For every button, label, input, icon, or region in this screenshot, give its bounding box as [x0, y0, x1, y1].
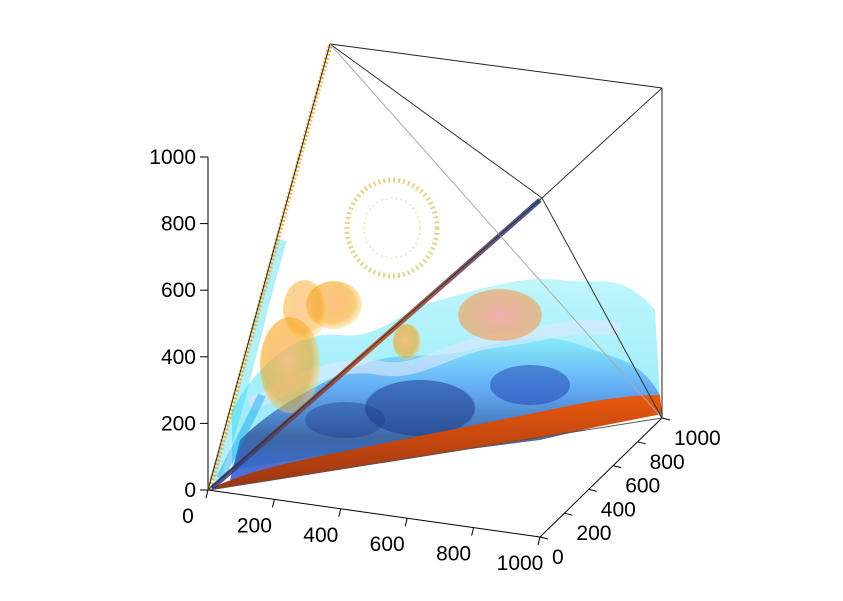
- z-tick-label: 200: [161, 412, 196, 435]
- y-tick-mark: [564, 512, 573, 516]
- x-tick-mark: [205, 489, 209, 499]
- y-tick-label: 1000: [674, 427, 721, 450]
- x-axis-line: [207, 489, 541, 538]
- deep-blue-lobe-2: [490, 365, 570, 405]
- y-tick-label: 200: [576, 522, 611, 545]
- y-tick-mark: [588, 488, 597, 492]
- orange-blob-1: [260, 317, 320, 413]
- z-tick-label: 400: [161, 346, 196, 369]
- x-axis-ticks: 0 200 400 600 800 1000: [182, 489, 544, 575]
- y-tick-label: 800: [650, 451, 685, 474]
- x-tick-mark: [338, 508, 342, 517]
- y-axis-line: [539, 417, 663, 538]
- z-tick-label: 0: [184, 479, 196, 502]
- volume-rendering: [207, 45, 662, 490]
- x-axis: 0 200 400 600 800 1000: [182, 489, 544, 575]
- edge-apex-origin: [207, 43, 331, 491]
- z-tick-label: 1000: [149, 146, 196, 169]
- y-tick-label: 600: [625, 475, 660, 498]
- y-tick-label: 0: [552, 546, 564, 569]
- left-face-wisp: [209, 238, 287, 482]
- x-tick-mark: [537, 536, 541, 546]
- x-tick-label: 400: [303, 524, 338, 547]
- edge-apex-back: [329, 43, 543, 199]
- x-tick-label: 600: [370, 533, 405, 556]
- y-tick-mark: [539, 536, 549, 540]
- y-tick-mark: [637, 441, 646, 445]
- deep-blue-lobe-1: [365, 380, 475, 436]
- orange-blob-3: [393, 324, 421, 360]
- edge-right-back: [541, 87, 663, 199]
- edge-origin-back: [207, 197, 543, 491]
- y-tick-mark: [661, 417, 671, 421]
- edge-origin-front: [207, 417, 663, 491]
- x-tick-mark: [471, 527, 475, 536]
- tetrahedron-edges: [207, 43, 663, 491]
- edge-apex-front: [329, 43, 663, 419]
- y-tick-mark: [613, 465, 622, 469]
- edge-apex-right: [329, 43, 663, 89]
- z-axis: 0 200 400 600 800 1000: [149, 146, 209, 502]
- left-face-wisp-2: [216, 393, 266, 480]
- y-tick-label: 400: [601, 498, 636, 521]
- deep-blue-lobe-3: [305, 402, 385, 438]
- z-axis-ticks: 0 200 400 600 800 1000: [149, 146, 208, 502]
- orange-blob-4: [458, 289, 542, 341]
- x-tick-mark: [404, 518, 408, 527]
- x-tick-label: 200: [237, 514, 272, 537]
- orange-blob-2b: [283, 280, 327, 340]
- ring-outline-inner: [363, 197, 421, 259]
- x-tick-mark: [271, 499, 275, 508]
- bottom-layer: [212, 395, 662, 490]
- z-tick-label: 800: [161, 213, 196, 236]
- ring-outline: [344, 177, 440, 279]
- z-tick-label: 600: [161, 279, 196, 302]
- x-tick-label: 0: [182, 505, 194, 528]
- left-edge-stripe: [207, 45, 333, 489]
- edge-back-front: [541, 197, 663, 419]
- x-tick-label: 1000: [497, 552, 544, 575]
- x-tick-label: 800: [436, 543, 471, 566]
